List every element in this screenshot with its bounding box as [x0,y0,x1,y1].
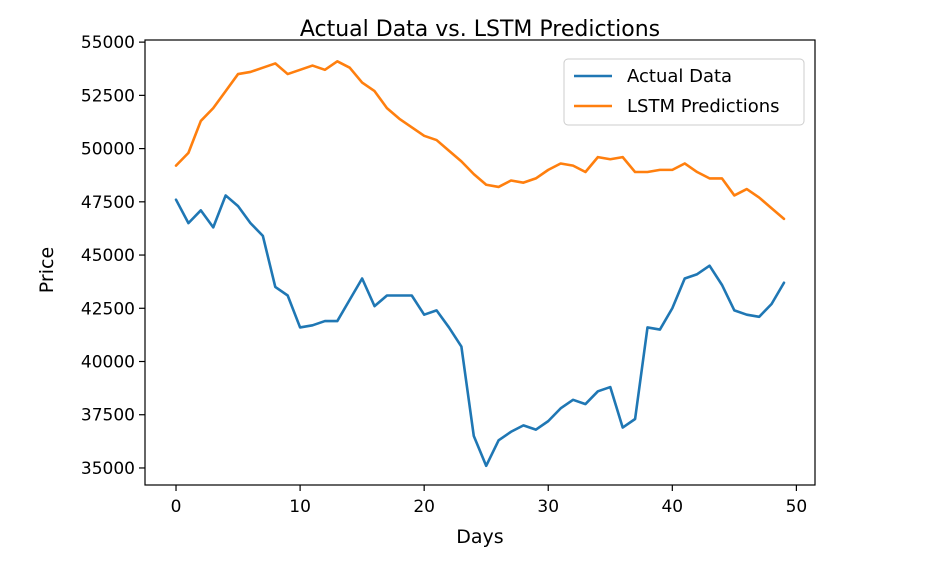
y-tick-label: 47500 [81,193,135,213]
x-tick-label: 20 [413,497,435,517]
legend: Actual Data LSTM Predictions [563,58,805,126]
series-line-lstm [174,59,786,221]
series-line-actual [174,194,786,468]
y-axis: 35000 37500 40000 42500 45000 47500 50000 52500… [81,33,145,479]
chart-title: Actual Data vs. LSTM Predictions [300,17,660,42]
y-tick-label: 45000 [81,246,135,266]
y-tick-label: 55000 [81,33,135,53]
x-tick-label: 40 [661,497,683,517]
x-tick-label: 0 [171,497,182,517]
x-tick-label: 50 [786,497,808,517]
series-lines [174,59,786,468]
legend-label-lstm: LSTM Predictions [627,96,780,117]
y-axis-label: Price [36,247,58,293]
x-tick-label: 30 [537,497,559,517]
x-axis: 0 10 20 30 40 50 [171,485,808,517]
y-tick-label: 50000 [81,140,135,160]
x-axis-label: Days [456,526,503,548]
y-tick-label: 42500 [81,299,135,319]
y-tick-label: 35000 [81,459,135,479]
y-tick-label: 52500 [81,86,135,106]
legend-box [563,58,805,126]
legend-label-actual: Actual Data [627,66,732,87]
x-tick-label: 10 [289,497,311,517]
y-tick-label: 40000 [81,353,135,373]
y-tick-label: 37500 [81,406,135,426]
